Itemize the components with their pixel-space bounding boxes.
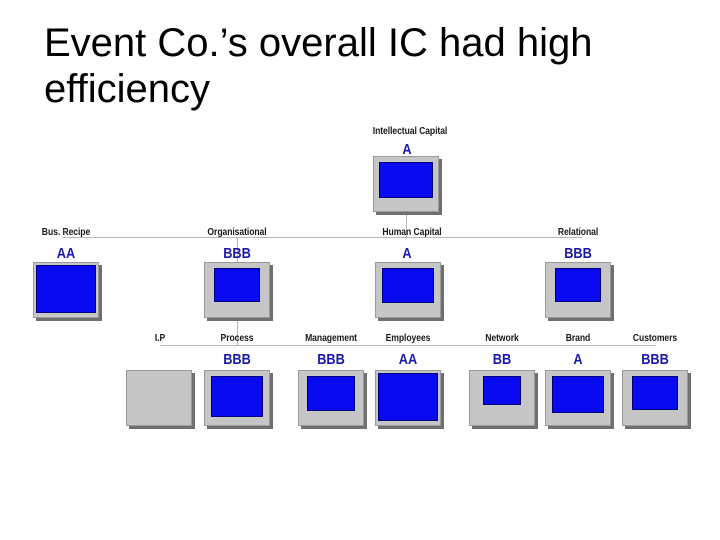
node-card-relational [545,262,611,318]
node-card-ip [126,370,192,426]
node-card-management [298,370,364,426]
connector-level1 [62,237,582,238]
node-label-relational: Relational [557,226,599,238]
node-rating-relational: BBB [564,245,592,262]
node-card-process [204,370,270,426]
node-label-intellectual-capital: Intellectual Capital [372,125,448,137]
node-card-human-capital [375,262,441,318]
node-card-brand [545,370,611,426]
node-card-network [469,370,535,426]
connector-level2 [160,345,656,346]
node-label-network: Network [485,332,519,344]
node-rating-bus-recipe: AA [56,245,76,262]
title-line-1: Event Co.’s overall IC had high [44,21,593,65]
node-rating-management: BBB [317,351,345,368]
node-rating-intellectual-capital: A [402,141,412,158]
node-rating-process: BBB [223,351,251,368]
node-card-customers [622,370,688,426]
node-rating-network: BB [492,351,512,368]
node-label-bus-recipe: Bus. Recipe [41,226,91,238]
node-label-human-capital: Human Capital [382,226,442,238]
connector-root-down [406,210,407,238]
node-rating-brand: A [573,351,583,368]
node-label-management: Management [305,332,357,344]
node-rating-organisational: BBB [223,245,251,262]
node-card-bus-recipe [33,262,99,318]
node-label-organisational: Organisational [207,226,267,238]
node-label-process: Process [220,332,254,344]
node-label-brand: Brand [565,332,591,344]
node-card-employees [375,370,441,426]
node-rating-employees: AA [398,351,418,368]
node-rating-human-capital: A [402,245,412,262]
node-label-customers: Customers [632,332,678,344]
node-label-ip: I.P [154,332,166,344]
node-card-intellectual-capital [373,156,439,212]
node-rating-customers: BBB [641,351,669,368]
node-card-organisational [204,262,270,318]
slide-title: Event Co.’s overall IC had high efficien… [44,20,684,112]
node-label-employees: Employees [385,332,431,344]
title-line-2: efficiency [44,67,211,111]
